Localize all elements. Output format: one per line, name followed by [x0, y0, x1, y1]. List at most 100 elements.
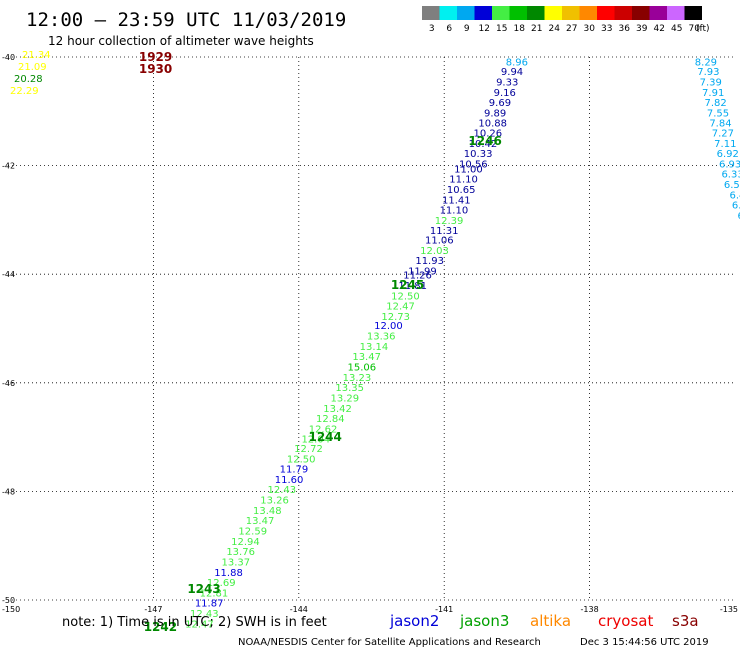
map-subtitle: 12 hour collection of altimeter wave hei… — [48, 34, 314, 48]
legend-label: 18 — [514, 24, 526, 34]
wave-height-value: 12.94 — [231, 537, 260, 548]
lat-label: -50 — [2, 596, 15, 605]
wave-height-value: 13.26 — [260, 496, 289, 507]
wave-height-value: 6. — [737, 211, 740, 222]
lat-label: -40 — [2, 53, 15, 62]
legend-swatch — [457, 6, 475, 20]
legend-swatch — [544, 6, 562, 20]
corner-value: 21.09 — [18, 62, 47, 73]
wave-height-value: 7.91 — [702, 88, 724, 99]
wave-height-value: 7.93 — [697, 67, 719, 78]
wave-height-value: 11.26 — [403, 271, 432, 282]
satellite-altika: altika — [530, 612, 571, 630]
wave-height-value: 13.42 — [323, 404, 352, 415]
credit-line: NOAA/NESDIS Center for Satellite Applica… — [238, 637, 541, 648]
wave-height-value: 13.23 — [343, 373, 372, 384]
wave-height-value: 11.10 — [440, 206, 469, 217]
legend-label: 27 — [566, 24, 577, 34]
legend-swatch — [527, 6, 545, 20]
wave-height-value: 12.50 — [391, 291, 420, 302]
time-mark: 1930 — [139, 62, 172, 76]
satellite-cryosat: cryosat — [598, 612, 653, 630]
wave-height-value: 13.76 — [226, 547, 255, 558]
legend-swatch — [439, 6, 457, 20]
legend-swatch — [509, 6, 527, 20]
wave-height-value: 13.14 — [360, 342, 389, 353]
wave-height-value: 9.94 — [501, 67, 523, 78]
satellite-jason2: jason2 — [389, 612, 439, 630]
legend-label: 70 — [689, 24, 701, 34]
satellite-legend: jason2 jason3 altika cryosat s3a — [389, 612, 699, 630]
wave-height-value: 13.37 — [221, 557, 250, 568]
wave-height-value: 11.88 — [214, 568, 243, 579]
wave-height-value: 6.4 — [729, 190, 740, 201]
wave-height-value: 13.35 — [335, 383, 364, 394]
wave-height-value: 12.73 — [381, 312, 410, 323]
wave-height-value: 12.43 — [268, 485, 297, 496]
legend-label: 33 — [601, 24, 612, 34]
wave-height-value: 7.82 — [704, 98, 726, 109]
satellite-s3a: s3a — [672, 612, 699, 630]
legend-swatch — [614, 6, 632, 20]
wave-height-value: 10.88 — [478, 119, 507, 130]
legend-label: 15 — [496, 24, 507, 34]
legend-label: 45 — [671, 24, 682, 34]
time-mark: 1244 — [308, 430, 341, 444]
wave-height-value: 9.33 — [496, 77, 518, 88]
legend-label: 42 — [654, 24, 665, 34]
wave-height-value: 12.03 — [420, 246, 449, 257]
wave-height-value: 11.10 — [449, 175, 478, 186]
wave-height-value: 9.69 — [489, 98, 511, 109]
wave-height-values: 8.969.949.339.169.699.8910.8810.2610.421… — [185, 57, 740, 630]
satellite-jason3: jason3 — [459, 612, 509, 630]
lat-label: -42 — [2, 162, 15, 171]
timestamp: Dec 3 15:44:56 UTC 2019 — [580, 637, 709, 648]
wave-height-value: 12.43 — [190, 609, 219, 620]
wave-height-value: 7.39 — [700, 77, 722, 88]
legend-swatch — [684, 6, 702, 20]
legend-unit: (ft) — [696, 24, 710, 34]
wave-height-value: 8.96 — [506, 57, 528, 68]
legend-label: 9 — [464, 24, 470, 34]
wave-height-value: 11.60 — [275, 475, 304, 486]
lat-label: -44 — [2, 270, 15, 279]
legend-swatch — [649, 6, 667, 20]
wave-height-value: 9.16 — [494, 88, 516, 99]
lon-label: -141 — [435, 605, 453, 614]
wave-height-value: 12.47 — [386, 302, 415, 313]
wave-height-value: 12.00 — [374, 321, 403, 332]
wave-height-value: 11.06 — [425, 235, 454, 246]
legend-label: 36 — [619, 24, 631, 34]
corner-value: 21.34 — [22, 50, 51, 61]
wave-height-value: 12.59 — [238, 526, 267, 537]
wave-height-value: 7.27 — [712, 128, 734, 139]
wave-height-value: 12.84 — [316, 414, 345, 425]
wave-height-value: 10.65 — [447, 185, 476, 196]
units-note: note: 1) Time is in UTC; 2) SWH is in fe… — [62, 615, 327, 630]
legend-swatch — [597, 6, 615, 20]
wave-height-value: 11.93 — [415, 256, 444, 267]
wave-height-value: 12.69 — [207, 578, 236, 589]
time-mark: 1243 — [187, 582, 220, 596]
time-mark: 1246 — [468, 134, 501, 148]
lon-label: -138 — [581, 605, 599, 614]
time-mark: 1242 — [144, 620, 177, 634]
corner-value: 22.29 — [10, 86, 39, 97]
wave-height-value: 6.56 — [724, 180, 740, 191]
wave-height-value: 11.79 — [280, 465, 309, 476]
wave-height-value: 12.81 — [200, 588, 229, 599]
axis-labels: -40 -42 -44 -46 -48 -50-150 -147 -144 -141 -138 -1… — [2, 53, 738, 614]
lon-label: -135 — [720, 605, 738, 614]
wave-height-value: 13.47 — [246, 516, 275, 527]
wave-height-value: 11.81 — [398, 281, 427, 292]
wave-height-value: 10.26 — [473, 128, 502, 139]
lat-label: -46 — [2, 379, 15, 388]
wave-height-value: 13.29 — [331, 393, 360, 404]
wave-height-value: 15.06 — [347, 363, 376, 374]
time-mark: 1929 — [139, 50, 172, 64]
wave-height-value: 13.47 — [352, 352, 381, 363]
grid-lines — [8, 56, 735, 601]
legend-label: 30 — [584, 24, 596, 34]
wave-height-value: 10.42 — [469, 139, 498, 150]
